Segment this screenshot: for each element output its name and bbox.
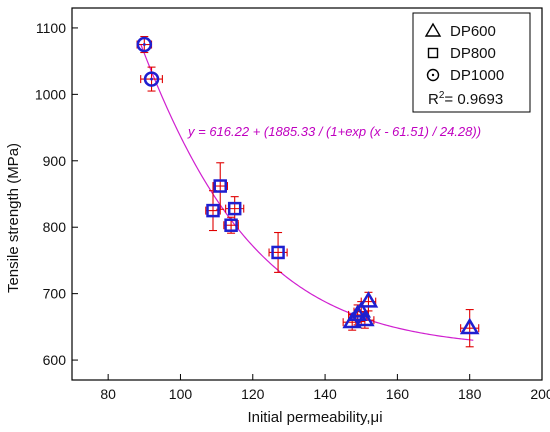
x-tick-label: 180	[458, 386, 482, 402]
x-tick-label: 120	[241, 386, 265, 402]
data-point-dp600	[358, 291, 379, 308]
plot-frame	[71, 7, 543, 381]
x-tick-label: 160	[386, 386, 410, 402]
y-axis-label: Tensile strength (MPa)	[5, 143, 22, 293]
fit-equation: y = 616.22 + (1885.33 / (1+exp (x - 61.5…	[187, 124, 481, 139]
x-tick-label: 200	[530, 386, 550, 402]
data-point-dp800	[206, 203, 220, 218]
data-point-dp800	[227, 201, 242, 216]
data-point-dp1000	[136, 36, 153, 53]
data-point-dp600	[459, 317, 480, 335]
fit-curve	[140, 43, 474, 341]
legend-box	[412, 12, 531, 113]
data-point-dp800	[271, 245, 285, 260]
x-axis-label: Initial permeability,μi	[247, 409, 382, 426]
data-point-dp800	[224, 218, 238, 232]
legend-symbol-dp800	[427, 47, 439, 59]
y-tick-label: 600	[43, 352, 67, 368]
data-markers	[136, 36, 480, 335]
legend-label-dp1000: DP1000	[450, 67, 504, 84]
legend-label-dp800: DP800	[450, 45, 496, 62]
data-point-dp600	[347, 304, 368, 321]
data-point-dp800	[213, 179, 227, 193]
legend: DP600 DP800 DP1000 R2= 0.9693	[412, 12, 531, 113]
legend-r2: R2= 0.9693	[428, 90, 503, 108]
data-point-dp600	[355, 309, 375, 327]
y-tick-label: 700	[43, 286, 67, 302]
x-tick-label: 140	[313, 386, 337, 402]
error-bar	[460, 309, 480, 348]
data-point-dp1000	[143, 71, 160, 87]
x-tick-label: 100	[169, 386, 193, 402]
y-tick-label: 1100	[36, 20, 66, 36]
y-tick-label: 800	[43, 219, 67, 235]
legend-symbol-dp600	[424, 22, 442, 37]
y-tick-label: 1000	[35, 86, 66, 102]
y-tick-label: 900	[43, 153, 67, 169]
x-tick-label: 80	[100, 386, 116, 402]
axis-ticks: 80 100 120 140 160 180 200 600 700 800 900 1000 1100	[35, 20, 550, 402]
legend-label-dp600: DP600	[450, 23, 496, 40]
legend-symbol-dp1000	[426, 68, 440, 82]
